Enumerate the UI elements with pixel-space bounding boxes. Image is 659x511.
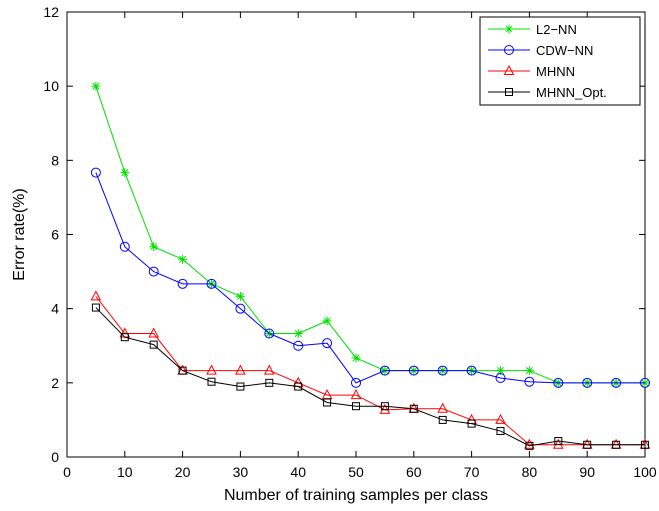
data-point xyxy=(553,377,564,388)
data-point xyxy=(379,403,391,414)
data-point xyxy=(264,328,275,339)
data-point xyxy=(265,378,274,387)
data-point xyxy=(235,291,245,301)
data-point xyxy=(351,353,361,363)
data-point xyxy=(409,404,418,413)
series-group xyxy=(90,167,650,388)
legend-marker xyxy=(503,64,515,75)
data-point xyxy=(583,440,592,449)
data-point xyxy=(148,327,160,338)
x-tick-label: 70 xyxy=(464,464,480,480)
data-point xyxy=(235,303,246,314)
data-point xyxy=(611,377,622,388)
data-point xyxy=(120,333,129,342)
y-tick-label: 4 xyxy=(51,301,59,317)
data-point xyxy=(322,316,332,326)
data-point xyxy=(263,364,275,375)
x-tick-label: 10 xyxy=(117,464,133,480)
data-point xyxy=(119,241,130,252)
x-tick-label: 20 xyxy=(175,464,191,480)
data-point xyxy=(525,441,534,450)
data-point xyxy=(323,398,332,407)
data-point xyxy=(496,366,505,376)
y-tick-label: 2 xyxy=(51,375,59,391)
data-point xyxy=(235,364,246,375)
legend: L2−NN CDW−NN MHNN MHNN_Opt. xyxy=(479,16,641,106)
data-point xyxy=(641,440,649,449)
data-point xyxy=(177,278,188,289)
data-point xyxy=(293,329,303,339)
data-point xyxy=(178,254,188,264)
legend-marker xyxy=(505,88,513,96)
data-point xyxy=(552,438,564,449)
series-group xyxy=(90,290,651,449)
y-tick-label: 6 xyxy=(51,227,59,243)
data-point xyxy=(120,168,130,178)
data-point xyxy=(379,365,390,376)
data-point xyxy=(380,402,389,411)
data-point xyxy=(91,303,100,312)
data-point xyxy=(437,365,448,376)
data-point xyxy=(149,242,159,252)
data-point xyxy=(148,266,159,277)
data-point xyxy=(351,377,361,388)
x-tick-label: 40 xyxy=(290,464,306,480)
data-point xyxy=(554,437,563,446)
data-point xyxy=(582,377,593,388)
series-layer xyxy=(90,81,651,450)
legend-label: MHNN xyxy=(536,64,575,79)
x-tick-label: 0 xyxy=(63,464,71,480)
axis-ticks: 0 10 20 30 40 50 60 70 80 90 100 0 2 4 6 8 10 12 xyxy=(43,4,656,480)
data-point xyxy=(408,365,419,376)
data-point xyxy=(350,389,362,400)
x-axis-label: Number of training samples per class xyxy=(224,487,488,504)
y-axis-label: Error rate(%) xyxy=(11,188,28,280)
x-tick-label: 60 xyxy=(406,464,422,480)
series-line xyxy=(95,296,645,446)
data-point xyxy=(467,419,476,428)
data-point xyxy=(91,81,101,91)
data-point xyxy=(438,415,447,424)
data-point xyxy=(322,338,333,349)
legend-label: MHNN_Opt. xyxy=(536,85,607,100)
data-point xyxy=(206,278,217,289)
data-point xyxy=(90,290,102,301)
data-point xyxy=(437,402,449,413)
data-point xyxy=(466,365,477,376)
y-tick-label: 12 xyxy=(43,4,59,20)
data-point xyxy=(524,376,535,387)
data-point xyxy=(640,377,650,388)
legend-label: CDW−NN xyxy=(536,43,593,58)
data-point xyxy=(524,366,534,376)
data-point xyxy=(524,438,535,449)
data-point xyxy=(294,382,303,391)
data-point xyxy=(352,402,360,411)
data-point xyxy=(236,382,245,391)
series-line xyxy=(95,86,645,384)
series-group xyxy=(91,303,649,450)
x-tick-label: 80 xyxy=(522,464,538,480)
data-point xyxy=(207,377,216,386)
x-tick-label: 50 xyxy=(348,464,364,480)
data-point xyxy=(206,364,217,375)
data-point xyxy=(495,413,506,424)
data-point xyxy=(495,373,506,384)
legend-marker xyxy=(504,45,514,55)
y-tick-label: 0 xyxy=(51,449,59,465)
x-tick-label: 100 xyxy=(633,464,657,480)
y-tick-label: 10 xyxy=(43,78,59,94)
x-tick-label: 90 xyxy=(579,464,595,480)
data-point xyxy=(496,427,505,436)
data-point xyxy=(178,366,187,375)
data-point xyxy=(90,167,101,178)
legend-marker xyxy=(504,24,514,34)
data-point xyxy=(149,340,158,349)
legend-label: L2−NN xyxy=(536,22,577,37)
series-line xyxy=(95,307,645,447)
data-point xyxy=(612,440,621,449)
x-tick-label: 30 xyxy=(233,464,249,480)
data-point xyxy=(293,340,304,351)
y-tick-label: 8 xyxy=(51,152,59,168)
